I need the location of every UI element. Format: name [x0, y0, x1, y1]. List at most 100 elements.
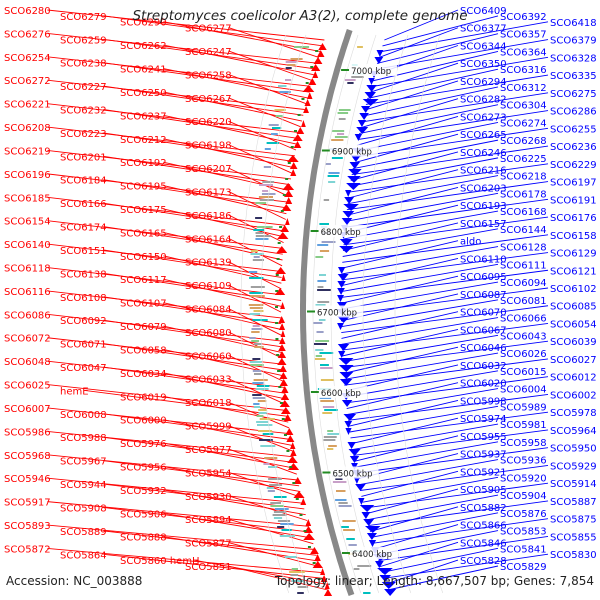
- gene-leader-line: [341, 246, 499, 275]
- gene-leader-line: [342, 340, 549, 369]
- forward-gene-arrow: [362, 99, 379, 106]
- genome-stats-caption: Topology: linear; Length: 8,667,507 bp; …: [274, 574, 594, 588]
- gene-label: SCO6178: [500, 189, 547, 200]
- gene-label: SCO5893: [4, 521, 51, 532]
- scale-tick-label: 6700 kbp: [317, 309, 357, 319]
- gene-label: SCO6344: [460, 41, 507, 52]
- annotation-stripe: [285, 79, 292, 81]
- gene-leader-line: [368, 500, 549, 527]
- annotation-stripe: [342, 520, 356, 522]
- annotation-stripe: [319, 250, 330, 252]
- reverse-gene-arrow: [280, 302, 285, 309]
- gene-label: SCO6008: [60, 410, 107, 421]
- annotation-stripe: [250, 250, 259, 252]
- annotation-stripe: [264, 148, 271, 150]
- forward-gene-arrow: [345, 190, 352, 197]
- gene-label: hemE: [60, 386, 89, 397]
- gene-label: SCO5976: [120, 439, 167, 450]
- gene-leader-line: [352, 423, 499, 451]
- gene-label: SCO5906: [120, 509, 167, 520]
- forward-gene-arrow: [343, 414, 357, 421]
- gene-leader-line: [341, 299, 499, 328]
- gene-leader-line: [381, 547, 499, 573]
- gene-leader-line: [228, 378, 287, 406]
- gene-label: SCO6335: [550, 71, 597, 82]
- annotation-stripe: [268, 124, 279, 126]
- gene-leader-line: [47, 313, 282, 342]
- reverse-gene-arrow: [277, 358, 287, 365]
- gene-leader-line: [367, 68, 499, 99]
- annotation-stripe: [259, 439, 273, 441]
- gene-label: SCO5851: [185, 562, 232, 573]
- gene-label: SCO6166: [60, 199, 107, 210]
- gene-label: SCO6236: [550, 142, 597, 153]
- scale-tick-label-bg: [329, 144, 378, 157]
- minor-tick: [277, 370, 281, 372]
- gene-leader-line: [341, 323, 549, 351]
- annotation-stripe: [255, 232, 264, 234]
- gene-leader-line: [228, 565, 328, 591]
- annotation-stripe: [273, 517, 283, 519]
- gene-label: SCO5889: [60, 527, 107, 538]
- reverse-gene-arrow: [280, 393, 290, 400]
- gene-leader-line: [355, 441, 499, 468]
- minor-tick: [285, 178, 289, 180]
- gene-label: SCO6164: [185, 234, 232, 245]
- gene-label: SCO6267: [185, 94, 232, 105]
- annotation-stripe: [260, 445, 276, 447]
- reverse-gene-arrow: [312, 71, 319, 78]
- annotation-stripe: [266, 487, 274, 489]
- annotation-stripe: [290, 574, 299, 576]
- reverse-gene-arrow: [317, 50, 325, 57]
- annotation-stripe: [253, 229, 265, 231]
- reverse-gene-arrow: [290, 449, 297, 456]
- gene-label: SCO6276: [4, 29, 51, 40]
- gene-leader-line: [47, 220, 284, 249]
- reverse-gene-arrow: [303, 106, 309, 113]
- gene-leader-line: [351, 145, 549, 176]
- gene-label: SCO6128: [500, 243, 547, 254]
- annotation-stripe: [319, 223, 329, 225]
- gene-label: SCO5914: [550, 479, 597, 490]
- gene-label: SCO6033: [185, 375, 232, 386]
- gene-leader-line: [228, 495, 308, 521]
- forward-gene-arrow: [338, 267, 346, 274]
- gene-leader-line: [378, 535, 549, 562]
- gene-leader-line: [47, 126, 295, 157]
- gene-label: SCO6140: [4, 240, 51, 251]
- gene-label: SCO6184: [60, 176, 107, 187]
- gene-leader-line: [347, 388, 499, 415]
- gene-leader-line: [358, 459, 499, 486]
- gene-label: SCO5888: [120, 533, 167, 544]
- reverse-gene-arrow: [282, 183, 295, 190]
- annotation-stripe: [332, 130, 345, 132]
- gene-leader-line: [351, 417, 459, 445]
- gene-label: SCO6195: [120, 182, 167, 193]
- gene-label: SCO6092: [60, 316, 107, 327]
- gene-label: SCO6294: [460, 77, 507, 88]
- annotation-stripe: [324, 409, 338, 411]
- gene-leader-line: [47, 454, 298, 481]
- gene-label: SCO6015: [500, 367, 547, 378]
- gene-label: SCO6218: [500, 172, 547, 183]
- gene-label: SCO6268: [500, 136, 547, 147]
- forward-gene-arrow: [337, 323, 344, 330]
- gene-leader-line: [343, 216, 549, 246]
- gene-label: SCO5887: [550, 497, 597, 508]
- reverse-gene-arrow: [279, 323, 286, 330]
- annotation-stripe: [258, 430, 273, 432]
- gene-label: SCO6085: [550, 302, 597, 313]
- gene-leader-line: [228, 120, 297, 151]
- accession-caption: Accession: NC_003888: [6, 574, 143, 588]
- gene-leader-line: [342, 234, 549, 263]
- annotation-stripe: [331, 139, 344, 141]
- gene-leader-line: [379, 541, 459, 568]
- gene-leader-line: [343, 210, 499, 240]
- gene-leader-line: [350, 151, 459, 181]
- gene-label: SCO6238: [60, 59, 107, 70]
- annotation-stripe: [252, 358, 261, 360]
- forward-gene-arrow: [384, 589, 397, 596]
- minor-tick: [317, 578, 321, 580]
- minor-tick: [297, 114, 301, 116]
